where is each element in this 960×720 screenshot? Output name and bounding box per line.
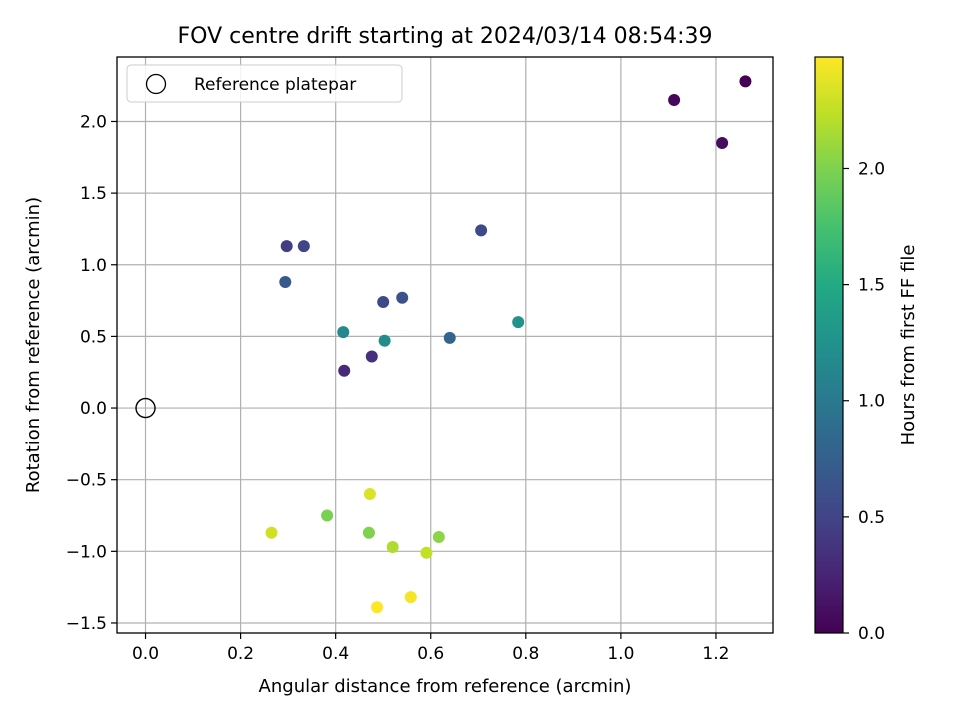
x-axis-ticks: 0.0 0.2 0.4 0.6 0.8 1.0 1.2 [132,633,729,664]
colorbar-tick-label: 1.5 [858,276,885,296]
data-point [365,350,378,363]
data-point [378,334,391,347]
data-point [716,136,729,149]
x-tick-label: 0.2 [227,644,254,664]
data-point [321,509,334,522]
y-tick-label: 1.0 [80,256,107,276]
legend: Reference platepar [126,64,403,103]
colorbar-label: Hours from first FF file [898,245,919,446]
plot-frame [116,56,774,634]
colorbar-tick-label: 0.5 [858,508,885,528]
data-point [386,541,399,554]
y-tick-label: 2.0 [80,112,107,132]
y-tick-label: 1.5 [80,184,107,204]
data-point [668,93,681,106]
y-tick-label: −1.0 [66,542,107,562]
grid-lines [117,57,773,633]
y-axis-label: Rotation from reference (arcmin) [23,197,44,493]
x-tick-label: 0.6 [417,644,444,664]
data-point [297,240,310,253]
x-tick-label: 1.0 [607,644,634,664]
x-tick-label: 0.0 [132,644,159,664]
data-point [396,291,409,304]
colorbar-ticks: 0.0 0.5 1.0 1.5 2.0 [843,159,885,644]
legend-marker-reference [145,73,167,95]
data-points [265,75,752,614]
y-tick-label: 0.0 [80,399,107,419]
legend-box [126,64,403,103]
data-point [362,526,375,539]
reference-layer [135,397,156,419]
x-tick-label: 0.4 [322,644,349,664]
x-tick-label: 1.2 [702,644,729,664]
colorbar-tick-label: 1.0 [858,392,885,412]
x-tick-label: 0.8 [512,644,539,664]
colorbar [814,56,844,634]
y-axis-ticks: −1.5 −1.0 −0.5 0.0 0.5 1.0 1.5 2.0 [66,112,117,634]
data-point [265,526,278,539]
data-point [432,531,445,543]
data-point [377,296,390,309]
data-point [338,364,351,377]
legend-label: Reference platepar [194,75,356,95]
data-point [337,326,350,339]
y-tick-label: 0.5 [80,327,107,347]
data-point [363,488,376,501]
data-point [371,601,384,614]
colorbar-tick-label: 2.0 [858,159,885,179]
chart-title: FOV centre drift starting at 2024/03/14 … [178,24,713,49]
data-point [443,331,456,344]
data-point [280,240,293,253]
data-point [279,275,292,288]
data-point [739,75,752,88]
data-point [512,316,525,329]
y-tick-label: −1.5 [66,614,107,634]
data-point [475,224,488,237]
reference-platepar-marker [135,397,156,419]
y-tick-label: −0.5 [66,471,107,491]
x-axis-label: Angular distance from reference (arcmin) [259,676,632,697]
data-point [404,591,417,604]
colorbar-tick-label: 0.0 [858,624,885,644]
data-point [420,546,433,559]
